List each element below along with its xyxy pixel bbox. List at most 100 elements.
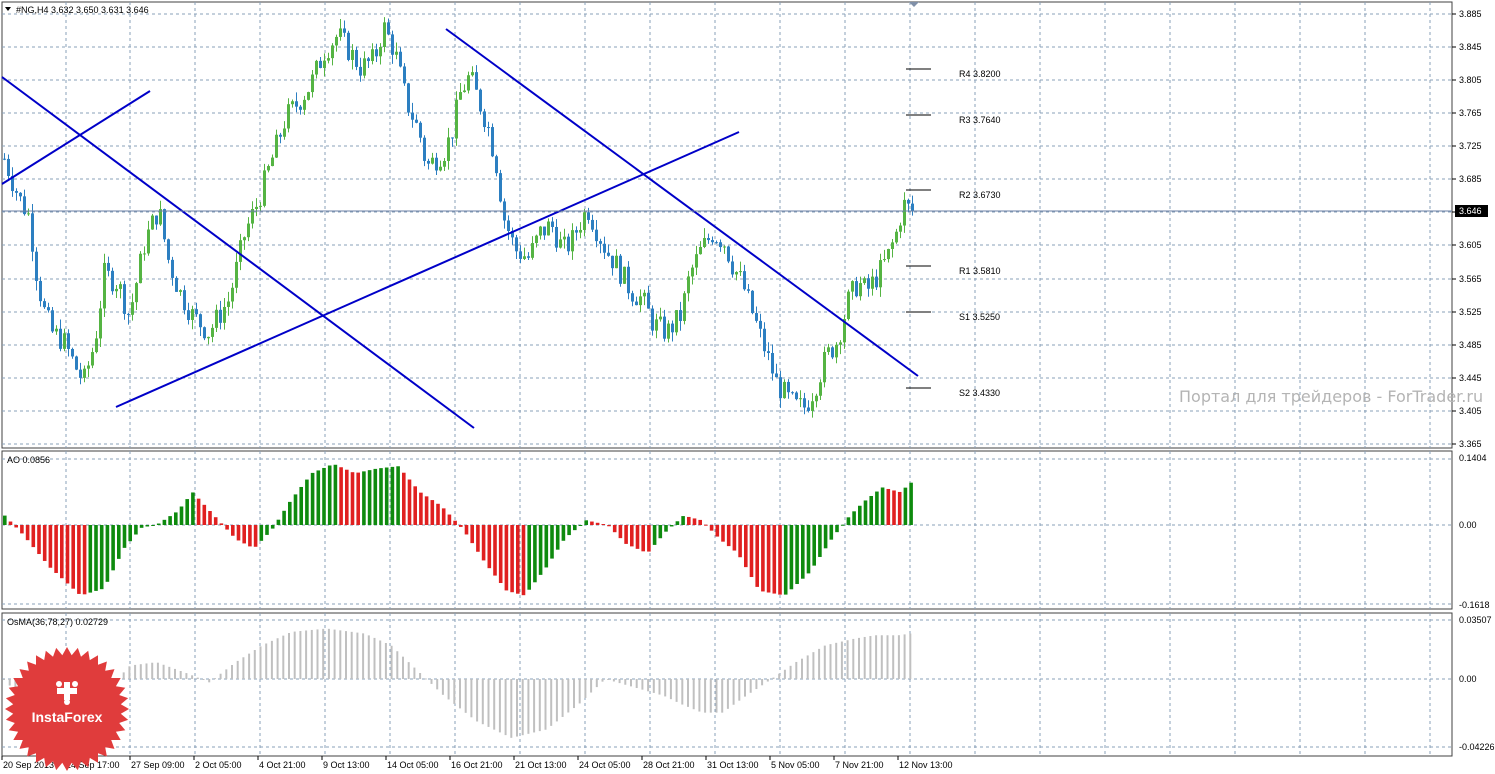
candle-body xyxy=(691,267,694,277)
candle-body xyxy=(583,212,586,230)
ao-bar xyxy=(333,464,338,525)
candle-body xyxy=(343,28,346,33)
candle-body xyxy=(775,373,778,378)
pivot-s2-label: S2 3.4330 xyxy=(959,388,1000,398)
ao-bar xyxy=(259,525,264,541)
ao-bar xyxy=(42,525,47,561)
osma-bar xyxy=(356,632,359,679)
ao-bar xyxy=(94,525,98,591)
ao-bar xyxy=(179,506,184,525)
osma-bar xyxy=(333,629,336,679)
candle-body xyxy=(463,90,466,93)
candle-body xyxy=(283,128,286,137)
ao-bar xyxy=(54,525,58,573)
ao-bar xyxy=(219,523,224,525)
candle-body xyxy=(63,333,66,349)
candle-body xyxy=(563,236,566,240)
candle-body xyxy=(675,310,678,333)
candle-body xyxy=(755,313,758,321)
ao-bar xyxy=(128,525,132,542)
ao-bar xyxy=(772,525,777,594)
candle-body xyxy=(387,22,390,35)
candle-body xyxy=(395,51,398,55)
ao-bar xyxy=(270,525,275,529)
candle-body xyxy=(459,92,462,100)
osma-bar xyxy=(441,679,444,695)
osma-panel: OsMA(36,78,27) 0.02729 0.03507 0.00 -0.0… xyxy=(1,612,1495,757)
candle-body xyxy=(527,256,530,258)
osma-bar xyxy=(835,642,838,679)
candle-body xyxy=(455,99,458,139)
osma-bar xyxy=(265,643,268,679)
ao-bar xyxy=(510,525,514,593)
logo-badge xyxy=(5,647,129,771)
ao-bar xyxy=(174,512,178,525)
candle-body xyxy=(511,230,514,238)
ao-bar xyxy=(783,525,788,595)
candle-body xyxy=(779,377,782,399)
candle-body xyxy=(31,213,34,252)
candle-body xyxy=(831,347,834,358)
osma-bar xyxy=(647,679,650,692)
candle-body xyxy=(207,336,210,339)
candle-body xyxy=(895,231,898,243)
candle-body xyxy=(91,352,94,366)
candle-body xyxy=(379,46,382,57)
osma-bar xyxy=(715,679,718,713)
candle-body xyxy=(651,308,654,331)
candle-body xyxy=(411,112,414,120)
candle-body xyxy=(855,281,858,297)
trend-lines xyxy=(1,28,919,429)
candle-body xyxy=(279,134,282,137)
ao-bar xyxy=(749,525,754,578)
ao-bar xyxy=(675,521,680,525)
candle-body xyxy=(295,101,298,107)
candle-body xyxy=(591,219,594,230)
osma-bar xyxy=(704,679,707,713)
ao-bar xyxy=(544,525,549,568)
osma-bar xyxy=(459,679,461,709)
candle-body xyxy=(367,58,370,62)
ao-bar xyxy=(424,496,429,525)
osma-bar xyxy=(573,679,575,709)
osma-bar xyxy=(732,679,735,705)
candle-body xyxy=(203,327,206,339)
ao-bar xyxy=(835,525,839,533)
osma-bar xyxy=(721,679,724,713)
candle-body xyxy=(179,290,182,292)
candle-body xyxy=(231,287,234,302)
trend-line-4 xyxy=(445,28,919,377)
time-tick-label: 20 Sep 2013 xyxy=(3,760,54,770)
candle-body xyxy=(863,278,866,284)
candle-body xyxy=(783,381,786,399)
candle-body xyxy=(571,230,574,252)
candle-body xyxy=(819,382,822,396)
osma-bar xyxy=(863,636,866,679)
watermark: Портал для трейдеров - ForTrader.ru xyxy=(1179,387,1483,406)
candle-body xyxy=(227,301,230,307)
ao-bar xyxy=(430,500,435,525)
candle-body xyxy=(299,106,302,110)
osma-bar xyxy=(533,679,536,733)
ao-bar xyxy=(801,525,805,579)
candle-body xyxy=(427,160,430,164)
candle-body xyxy=(271,157,274,167)
candle-body xyxy=(643,292,646,297)
ao-bar xyxy=(373,468,378,525)
candle-body xyxy=(807,407,810,411)
osma-label: OsMA(36,78,27) 0.02729 xyxy=(7,617,108,627)
ao-bar xyxy=(139,525,144,528)
candle-body xyxy=(351,49,354,60)
candle-body xyxy=(671,323,674,333)
osma-bar xyxy=(350,631,353,679)
time-tick-label: 28 Oct 21:00 xyxy=(643,760,695,770)
osma-bar xyxy=(624,679,627,685)
osma-bar xyxy=(253,650,256,679)
candle-body xyxy=(763,328,766,352)
pivot-r2-label: R2 3.6730 xyxy=(959,190,1001,200)
candle-body xyxy=(735,272,738,275)
candle-body xyxy=(403,66,406,84)
candle-body xyxy=(315,60,318,75)
ao-bar xyxy=(282,510,286,525)
ao-bar xyxy=(652,525,657,545)
